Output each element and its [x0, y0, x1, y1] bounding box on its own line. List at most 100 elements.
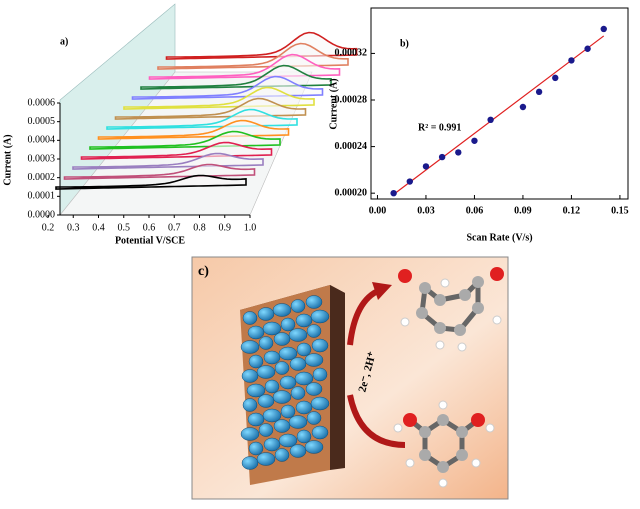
panel-a: 0.0000 0.0001 0.0002 0.0003 0.0004 0.0005 0.00…: [2, 36, 256, 246]
particle: [278, 346, 298, 361]
point: [584, 45, 591, 52]
point: [535, 88, 543, 96]
y-tick-label: 0.0006: [28, 97, 56, 108]
particle: [296, 342, 312, 357]
particle: [241, 369, 259, 383]
x-tick-label: 0.03: [417, 205, 435, 216]
particle: [305, 382, 323, 396]
particle: [272, 303, 292, 317]
particle: [305, 295, 323, 309]
x-axis-label: Scan Rate (V/s): [466, 232, 532, 243]
particle: [289, 444, 307, 458]
panel-label: b): [400, 38, 409, 49]
point: [568, 57, 575, 64]
particle: [264, 379, 280, 394]
particle: [274, 361, 290, 375]
particle: [310, 396, 330, 411]
x-tick-label: 0.9: [219, 222, 232, 233]
particle: [241, 456, 259, 470]
point: [406, 178, 413, 185]
particle: [262, 408, 282, 423]
x-tick-label: 0.5: [118, 222, 131, 233]
particle: [248, 354, 264, 369]
x-tick-label: 1.0: [244, 222, 257, 233]
particle: [257, 307, 275, 321]
particle: [240, 427, 260, 441]
particle: [290, 299, 306, 313]
panel-b: 0.00020 0.00024 0.00028 0.00032 0.00 0.03 0.06…: [328, 7, 629, 243]
particle: [311, 338, 329, 353]
particle: [295, 400, 313, 415]
x-axis-label: Potential V/SCE: [115, 235, 185, 246]
point: [390, 189, 397, 197]
particle: [290, 386, 306, 400]
point: [422, 163, 430, 170]
point: [471, 137, 478, 144]
x-tick-label: 0.8: [193, 222, 206, 233]
x-tick-label: 0.06: [466, 205, 484, 216]
particle: [295, 313, 313, 328]
particle: [246, 383, 266, 398]
particle: [294, 371, 314, 386]
x-tick-label: 0.7: [168, 222, 181, 233]
y-tick-label: 0.0004: [28, 135, 56, 146]
particle: [311, 425, 329, 440]
cv-curves: [55, 31, 358, 190]
point: [600, 25, 607, 33]
particle: [258, 423, 274, 437]
panel-label: a): [60, 36, 68, 47]
particle: [304, 353, 324, 367]
point: [519, 103, 527, 111]
x-tick-label: 0.15: [611, 205, 629, 216]
particle: [257, 394, 275, 408]
particle: [258, 336, 274, 350]
y-tick-label: 0.00028: [335, 94, 368, 105]
y-tick-label: 0.0005: [28, 116, 56, 127]
x-tick-label: 0.2: [42, 222, 55, 233]
particle: [280, 317, 296, 332]
particle: [306, 324, 322, 338]
particle: [262, 321, 282, 336]
arrowhead: [372, 282, 392, 300]
particle: [247, 325, 265, 340]
x-tick-label: 0.12: [563, 205, 581, 216]
particle: [273, 332, 291, 346]
particle: [242, 398, 258, 412]
point: [487, 116, 494, 124]
x-tick-label: 0.00: [369, 205, 387, 216]
particle: [306, 411, 322, 425]
nanoparticles: [240, 295, 330, 470]
electrode-side: [330, 285, 345, 470]
panel-c: c) 2e⁻, 2H⁺: [191, 256, 509, 500]
y-tick-label: 0.00020: [335, 187, 368, 198]
particle: [274, 448, 290, 462]
particle: [256, 365, 276, 379]
y-tick-label: 0.00024: [335, 141, 368, 152]
particle: [263, 350, 281, 365]
x-tick-label: 0.09: [514, 205, 532, 216]
particle: [288, 328, 308, 342]
point: [455, 149, 462, 156]
particle: [263, 437, 281, 452]
arrow: [347, 394, 406, 448]
particle: [310, 309, 330, 324]
y-tick-label: 0.0003: [28, 153, 56, 164]
particle: [247, 412, 265, 427]
y-axis-label: Current (A): [2, 134, 13, 185]
x-tick-label: 0.6: [143, 222, 156, 233]
point: [438, 153, 446, 161]
panel-label: c): [198, 264, 209, 279]
particle: [280, 404, 296, 419]
cv-curve: [55, 174, 247, 190]
particle: [288, 415, 308, 429]
cv-curve: [165, 31, 358, 60]
particle: [256, 452, 276, 466]
particle: [312, 367, 328, 382]
point: [552, 74, 559, 82]
particle: [289, 357, 307, 371]
particle: [248, 441, 264, 456]
y-axis-label: Current (A): [328, 78, 339, 129]
x-tick-label: 0.4: [92, 222, 105, 233]
particle: [240, 340, 260, 354]
